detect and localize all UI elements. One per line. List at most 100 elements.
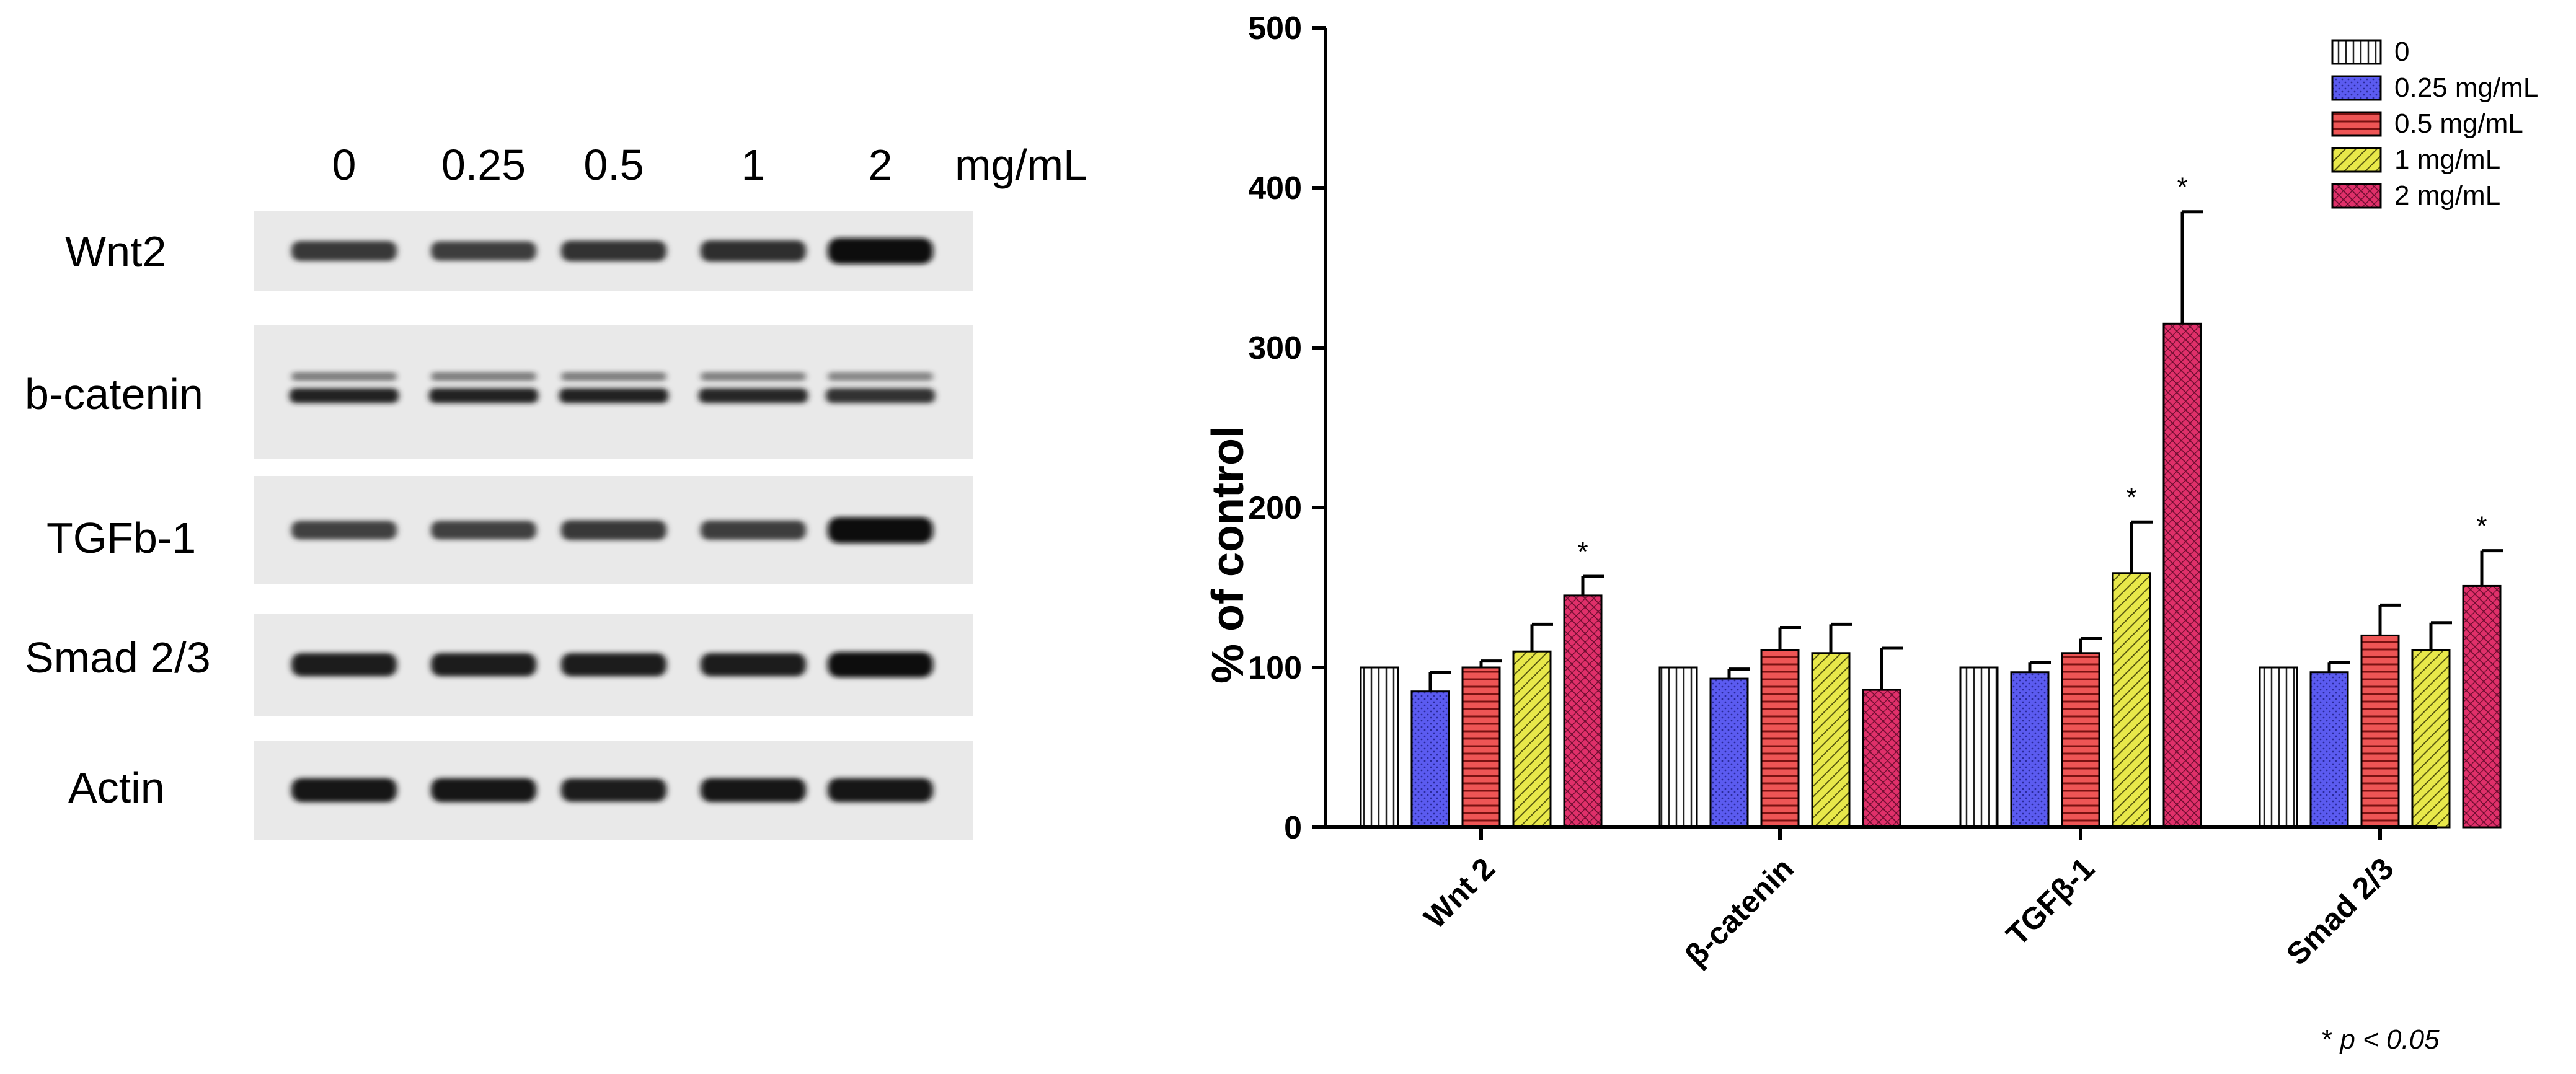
blot-band bbox=[561, 240, 666, 262]
bar bbox=[1360, 666, 1399, 829]
blot-band bbox=[828, 778, 933, 803]
bar bbox=[2010, 671, 2050, 829]
blot-band bbox=[828, 517, 933, 544]
blot-band bbox=[290, 388, 399, 403]
x-axis-labels: Wnt 2 β-catenin TGFβ-1 Smad 2/3 bbox=[1417, 851, 2401, 973]
blot-row: Wnt2 bbox=[65, 211, 973, 291]
legend-swatch bbox=[2331, 183, 2382, 209]
blot-row-label: b-catenin bbox=[25, 370, 203, 418]
legend-label: 0 bbox=[2394, 37, 2409, 67]
bar bbox=[2061, 652, 2100, 829]
bar bbox=[1512, 650, 1552, 829]
blot-rows: Wnt2 b-catenin TGFb-1 Smad 2/3 Actin bbox=[25, 211, 973, 840]
significance-marker: * bbox=[2476, 511, 2487, 542]
blot-band bbox=[291, 653, 397, 677]
blot-band bbox=[701, 521, 806, 540]
bar bbox=[2162, 322, 2202, 829]
footnote-text: p < 0.05 bbox=[2339, 1024, 2440, 1055]
blot-band bbox=[701, 653, 806, 677]
bar bbox=[2411, 649, 2451, 829]
bar bbox=[1811, 652, 1851, 829]
bar bbox=[2462, 584, 2502, 829]
significance-marker: * bbox=[2177, 172, 2187, 203]
legend-item: 2 mg/mL bbox=[2331, 180, 2500, 211]
legend-label: 0.25 mg/mL bbox=[2394, 73, 2538, 103]
x-tick-label: TGFβ-1 bbox=[1999, 851, 2100, 952]
y-axis: 0 100 200 300 400 500 bbox=[1248, 11, 1327, 846]
x-tick-label: Wnt 2 bbox=[1417, 851, 1502, 935]
blot-band bbox=[291, 240, 397, 262]
blot-band bbox=[561, 778, 666, 802]
legend-item: 0.5 mg/mL bbox=[2331, 108, 2523, 139]
western-blot-panel: 0 0.25 0.5 1 2 mg/mL Wnt2 b-catenin TGFb-1 Smad … bbox=[25, 141, 1087, 840]
bar bbox=[2112, 572, 2151, 829]
blot-band bbox=[559, 388, 668, 403]
blot-band bbox=[431, 653, 536, 677]
y-tick-label: 300 bbox=[1248, 330, 1302, 366]
blot-band-upper bbox=[291, 372, 397, 381]
blot-band bbox=[291, 521, 397, 540]
legend-swatch bbox=[2331, 147, 2382, 173]
blot-band bbox=[828, 652, 933, 677]
blot-band-upper bbox=[701, 372, 806, 381]
blot-band bbox=[561, 653, 666, 677]
blot-band bbox=[431, 241, 536, 261]
significance-marker: * bbox=[2126, 482, 2136, 513]
x-tick-label: β-catenin bbox=[1678, 851, 1800, 973]
bar bbox=[1959, 666, 1999, 829]
bar-series: * * * * bbox=[1360, 172, 2503, 840]
blot-band bbox=[291, 778, 397, 803]
blot-concentration-header: 0 0.25 0.5 1 2 mg/mL bbox=[332, 141, 1087, 189]
legend-item: 0.25 mg/mL bbox=[2331, 73, 2538, 103]
bar bbox=[1410, 690, 1450, 829]
bar bbox=[1658, 666, 1698, 829]
legend-swatch bbox=[2331, 39, 2382, 65]
significance-footnote: * p < 0.05 bbox=[2322, 1024, 2440, 1055]
blot-row-label: Actin bbox=[68, 764, 165, 812]
blot-row: Smad 2/3 bbox=[25, 614, 973, 716]
bar bbox=[1862, 689, 1901, 829]
blot-band bbox=[431, 521, 536, 540]
blot-row-label: Smad 2/3 bbox=[25, 633, 211, 682]
bar bbox=[2309, 671, 2349, 829]
blot-lane-label: 0.5 bbox=[583, 141, 644, 189]
y-tick-label: 100 bbox=[1248, 650, 1302, 686]
blot-band-upper bbox=[431, 372, 536, 381]
blot-row-label: Wnt2 bbox=[65, 227, 166, 276]
y-tick-label: 500 bbox=[1248, 11, 1302, 46]
legend-label: 2 mg/mL bbox=[2394, 180, 2500, 211]
blot-band bbox=[431, 778, 536, 803]
blot-unit-label: mg/mL bbox=[955, 141, 1087, 189]
blot-lane-label: 0.25 bbox=[441, 141, 526, 189]
blot-lane-label: 1 bbox=[741, 141, 766, 189]
blot-row: Actin bbox=[68, 741, 973, 840]
y-tick-label: 200 bbox=[1248, 490, 1302, 526]
blot-band bbox=[699, 388, 808, 403]
legend-label: 0.5 mg/mL bbox=[2394, 108, 2523, 139]
blot-band bbox=[828, 238, 933, 264]
bar bbox=[2360, 634, 2400, 829]
blot-row-label: TGFb-1 bbox=[46, 514, 196, 562]
blot-band bbox=[826, 388, 935, 403]
legend-swatch bbox=[2331, 75, 2382, 101]
blot-lane-label: 0 bbox=[332, 141, 356, 189]
blot-band bbox=[701, 240, 806, 262]
footnote-prefix: * bbox=[2322, 1024, 2340, 1055]
blot-band bbox=[429, 388, 538, 403]
legend-item: 0 bbox=[2331, 37, 2409, 67]
y-tick-label: 400 bbox=[1248, 170, 1302, 206]
bar bbox=[1563, 594, 1603, 829]
legend-item: 1 mg/mL bbox=[2331, 144, 2500, 175]
legend-swatch bbox=[2331, 111, 2382, 137]
blot-band bbox=[701, 778, 806, 803]
bar bbox=[1709, 677, 1749, 829]
blot-band-upper bbox=[828, 372, 933, 381]
blot-band-upper bbox=[561, 372, 666, 381]
blot-row: TGFb-1 bbox=[46, 476, 973, 584]
blot-lane-label: 2 bbox=[869, 141, 893, 189]
blot-row: b-catenin bbox=[25, 325, 973, 459]
bar bbox=[2259, 666, 2298, 829]
legend-label: 1 mg/mL bbox=[2394, 144, 2500, 175]
y-tick-label: 0 bbox=[1284, 810, 1302, 846]
bar bbox=[1461, 666, 1501, 829]
